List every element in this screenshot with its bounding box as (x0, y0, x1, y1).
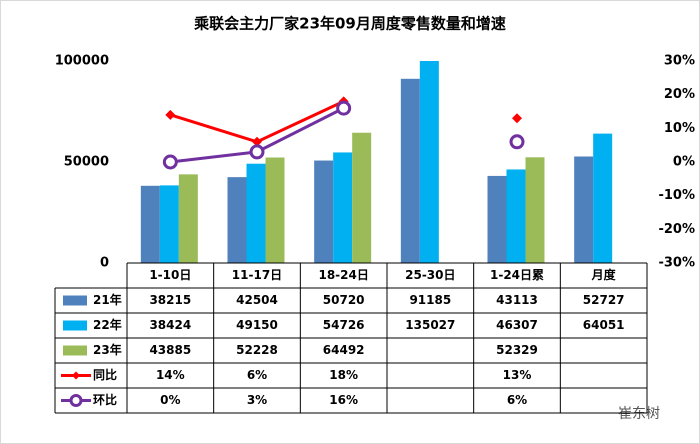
table-value: 43113 (496, 293, 538, 307)
x-tick-label: 11-17日 (232, 268, 282, 282)
marker (509, 134, 525, 150)
table-value: 49150 (236, 318, 278, 332)
chart-title: 乘联会主力厂家23年09月周度零售数量和增速 (193, 15, 506, 33)
marker (162, 154, 178, 170)
table-value: 135027 (405, 318, 455, 332)
y2-tick-label: 10% (664, 121, 695, 136)
y2-tick-label: -30% (658, 256, 695, 271)
x-tick-label: 1-24日累 (490, 268, 544, 282)
y2-tick-label: 30% (664, 54, 695, 69)
table-value: 64051 (583, 318, 625, 332)
table-value: 46307 (496, 318, 538, 332)
bar (506, 169, 526, 263)
y2-tick-label: 20% (664, 87, 695, 102)
bar (159, 185, 179, 263)
table-value: 52228 (236, 343, 278, 357)
legend-key (72, 371, 80, 380)
table-value: 91185 (409, 293, 451, 307)
bar (333, 152, 353, 263)
x-tick-label: 1-10日 (149, 268, 191, 282)
table-value: 42504 (236, 293, 278, 307)
bar (265, 157, 285, 263)
table-value: 18% (329, 368, 358, 382)
table-value: 43885 (149, 343, 191, 357)
table-value: 13% (503, 368, 532, 382)
table-value: 38215 (149, 293, 191, 307)
table-value: 52329 (496, 343, 538, 357)
bar (352, 132, 372, 263)
legend-label: 同比 (93, 367, 117, 382)
table-value: 0% (160, 393, 180, 407)
legend-label: 23年 (93, 342, 122, 357)
table-value: 6% (247, 368, 267, 382)
marker (249, 144, 265, 160)
bar (140, 185, 160, 263)
bar (525, 157, 545, 263)
legend-label: 21年 (93, 292, 122, 307)
legend-label: 环比 (93, 392, 117, 407)
table-value: 14% (156, 368, 185, 382)
y2-tick-label: -10% (658, 188, 695, 203)
y-tick-label: 100000 (55, 54, 109, 69)
bar (178, 174, 198, 263)
marker (336, 100, 352, 116)
marker (512, 113, 522, 124)
table-value: 50720 (323, 293, 365, 307)
y-tick-label: 0 (100, 256, 109, 271)
bar (487, 175, 507, 263)
bar (593, 133, 613, 263)
legend-key (63, 295, 87, 306)
marker (252, 136, 262, 147)
table-value: 64492 (323, 343, 365, 357)
table-value: 16% (329, 393, 358, 407)
table-value: 3% (247, 393, 267, 407)
bar (419, 61, 439, 263)
bar (314, 160, 334, 263)
x-tick-label: 18-24日 (318, 268, 368, 282)
table-value: 38424 (149, 318, 191, 332)
marker (165, 109, 176, 120)
x-tick-label: 25-30日 (405, 268, 455, 282)
y2-tick-label: 0% (673, 155, 695, 170)
table-value: 6% (507, 393, 527, 407)
watermark: 崔东树 (618, 406, 660, 422)
bar (227, 177, 247, 263)
y-tick-label: 50000 (64, 155, 109, 170)
bar (400, 78, 420, 263)
legend-key (63, 345, 87, 356)
table-value: 52727 (583, 293, 625, 307)
x-tick-label: 月度 (591, 267, 617, 282)
legend-key (69, 394, 83, 407)
y2-tick-label: -20% (658, 222, 695, 237)
bar (246, 163, 266, 263)
legend-key (63, 320, 87, 331)
table-value: 54726 (323, 318, 365, 332)
bar (574, 156, 594, 263)
plot-area (140, 61, 613, 263)
legend-label: 22年 (93, 317, 122, 332)
